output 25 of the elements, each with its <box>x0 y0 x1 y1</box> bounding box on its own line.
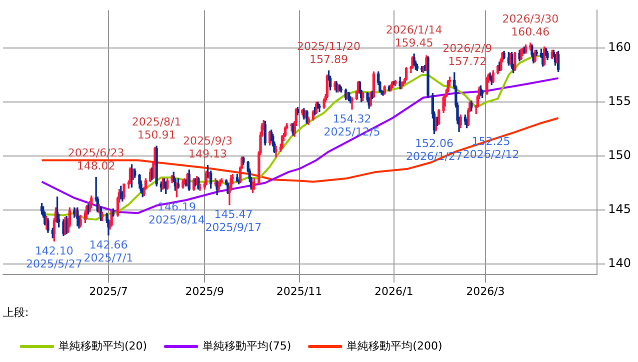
annotation: 2026/2/9 157.72 <box>442 42 492 68</box>
legend-title: 上段: <box>3 306 29 320</box>
x-tick-label: 2025/11 <box>276 285 322 298</box>
annotation: 146.19 2025/8/14 <box>148 200 205 226</box>
legend-label: 単純移動平均(75) <box>202 339 292 352</box>
annotation: 142.10 2025/5/27 <box>26 244 82 271</box>
x-tick-label: 2026/1 <box>374 285 414 298</box>
x-tick-label: 2025/9 <box>185 285 224 298</box>
legend-label: 単純移動平均(200) <box>346 339 442 352</box>
annotation: 2025/9/3 149.13 <box>183 134 232 161</box>
annotation: 2026/1/14 159.45 <box>386 23 442 50</box>
y-tick-label: 155 <box>608 94 631 108</box>
annotation: 2026/3/30 160.46 <box>502 12 559 38</box>
y-tick-label: 160 <box>608 40 631 54</box>
x-tick-label: 2026/3 <box>466 285 505 298</box>
annotation: 142.66 2025/7/1 <box>84 238 134 264</box>
y-tick-label: 150 <box>608 148 631 162</box>
y-tick-label: 145 <box>608 202 631 216</box>
x-tick-label: 2025/7 <box>89 285 128 298</box>
legend-label: 単純移動平均(20) <box>58 339 148 352</box>
annotation: 2025/6/23 148.02 <box>68 146 124 173</box>
annotation: 2025/8/1 150.91 <box>132 115 182 142</box>
annotation: 145.47 2025/9/17 <box>205 208 262 234</box>
annotation: 2025/11/20 157.89 <box>297 40 360 66</box>
y-tick-label: 140 <box>608 256 631 270</box>
